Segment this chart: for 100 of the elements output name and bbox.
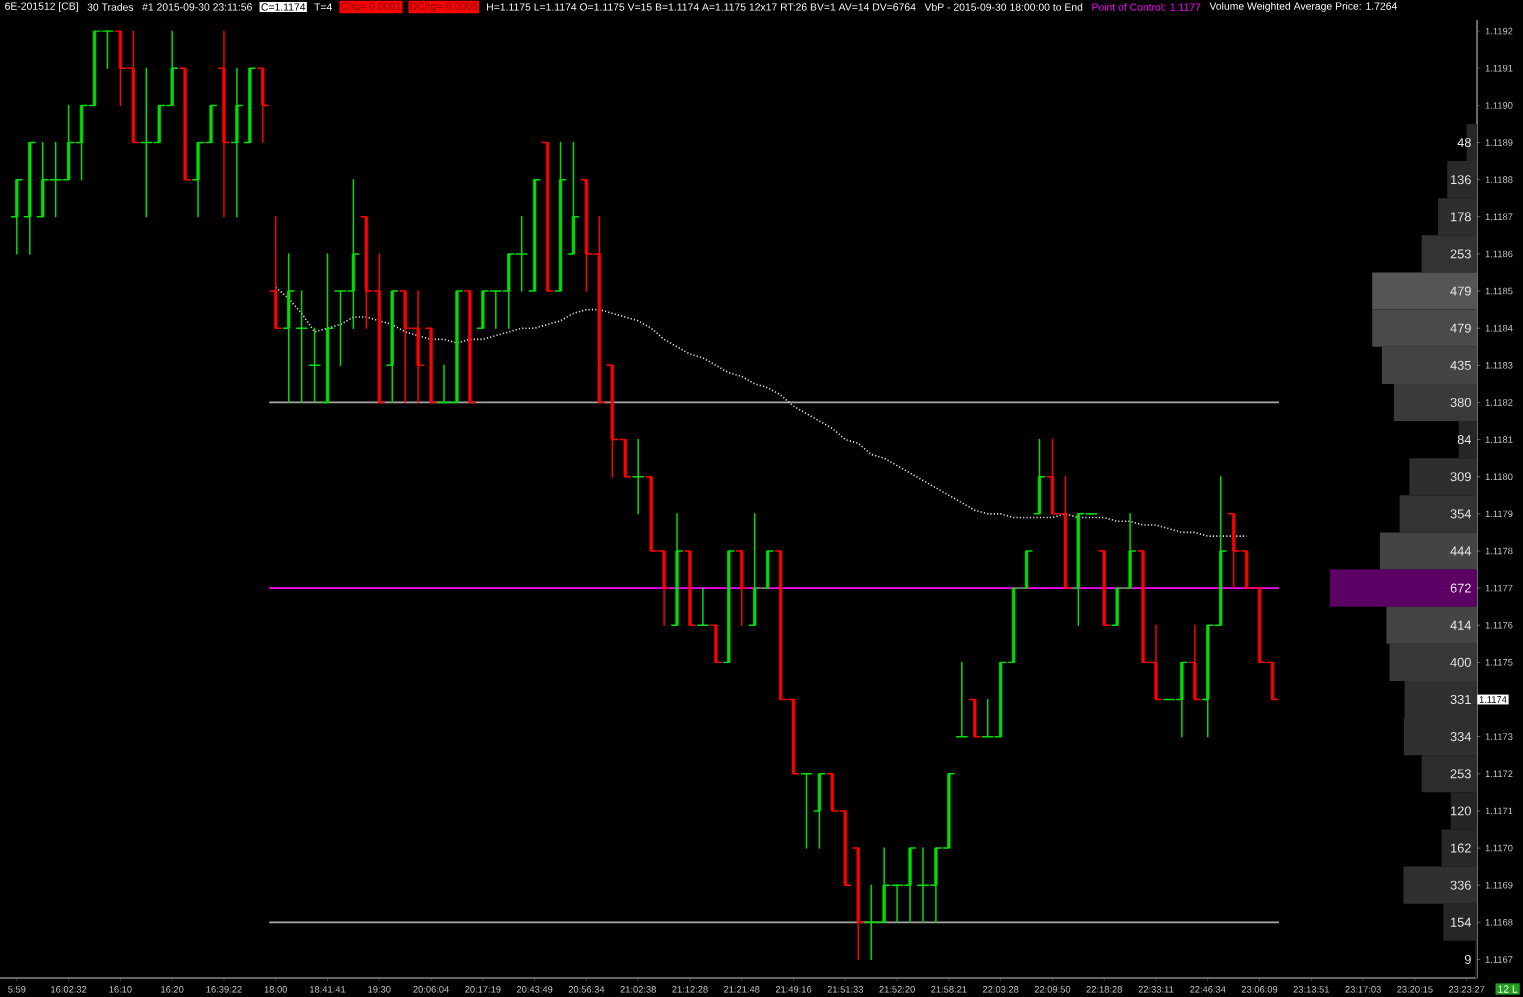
y-tick-label: 1.1188: [1485, 176, 1513, 183]
x-tick-label: 16:02:32: [51, 986, 87, 993]
candlestick: [308, 327, 322, 404]
candlestick: [528, 178, 542, 292]
x-tick-label: 22:03:28: [982, 986, 1019, 993]
y-tick-label: 1.1172: [1485, 770, 1513, 778]
candlestick: [812, 773, 826, 849]
x-tick-label: 22:33:11: [1138, 986, 1174, 993]
y-tick-label: 1.1176: [1485, 621, 1513, 629]
y-tick-label: 1.1185: [1485, 287, 1513, 295]
candlestick: [217, 30, 231, 218]
x-tick-label: 23:23:27: [1448, 986, 1485, 993]
data-label: 48: [1457, 138, 1471, 148]
y-tick-label: 1.1180: [1485, 473, 1513, 481]
data-label: 253: [1450, 249, 1471, 259]
bar: [1329, 569, 1478, 607]
x-tick-label: 21:52:20: [879, 986, 915, 993]
y-tick-label: 1.1192: [1485, 27, 1513, 35]
data-label: 84: [1457, 435, 1472, 445]
candlestick: [735, 550, 749, 626]
text: DChg=-0.0005: [410, 2, 478, 12]
x-tick-label: 20:17:19: [465, 986, 501, 993]
data-label: 154: [1451, 917, 1472, 927]
text: Point of Control: 1.1177: [1092, 3, 1201, 11]
y-tick-label: 1.1183: [1485, 362, 1513, 369]
y-tick-label: 1.1186: [1485, 250, 1513, 258]
data-label: 331: [1450, 694, 1471, 705]
y-tick-label: 1.1170: [1485, 844, 1513, 852]
text: 30 Trades: [87, 3, 134, 11]
x-tick-label: 21:12:28: [672, 986, 708, 993]
data-label: 120: [1451, 806, 1471, 816]
x-tick-label: 16:10: [109, 986, 132, 993]
text: 1.1174: [1479, 696, 1507, 703]
chart-title: 6E-201512 [CB]: [5, 2, 78, 12]
y-tick-label: 1.1168: [1485, 919, 1513, 926]
y-tick-label: 1.1178: [1485, 547, 1513, 555]
text: C=1.1174: [261, 3, 306, 11]
data-label: 334: [1450, 732, 1472, 742]
data-label: 336: [1450, 880, 1471, 890]
candlestick: [74, 104, 89, 181]
x-tick-label: 21:02:38: [620, 986, 656, 993]
y-tick-label: 1.1175: [1485, 659, 1513, 666]
candlestick: [774, 550, 788, 701]
data-label: 162: [1451, 843, 1471, 853]
y-tick-label: 1.1177: [1485, 584, 1513, 592]
candlestick: [541, 141, 555, 292]
x-tick-label: 23:20:15: [1397, 986, 1433, 993]
y-tick-label: 1.1190: [1485, 102, 1513, 109]
data-label: 444: [1450, 546, 1472, 556]
x-tick-label: 5:59: [8, 986, 26, 993]
x-tick-label: 21:58:21: [931, 986, 967, 993]
x-tick-label: 20:56:34: [568, 986, 605, 993]
candlestick: [230, 67, 244, 218]
x-tick-label: 16:20: [161, 986, 184, 993]
x-tick-label: 20:06:04: [413, 986, 449, 993]
y-tick-label: 1.1184: [1485, 324, 1513, 332]
y-tick-label: 1.1181: [1485, 436, 1513, 443]
bar: [1379, 532, 1478, 570]
candlestick: [282, 253, 296, 404]
data-label: 479: [1450, 323, 1471, 333]
candlestick: [346, 178, 360, 329]
x-tick-label: 22:09:50: [1034, 986, 1071, 993]
y-tick-label: 1.1167: [1485, 956, 1513, 963]
data-label: 309: [1450, 472, 1471, 482]
x-tick-label: 16:39:22: [206, 986, 242, 993]
x-tick-label: 18:00: [264, 986, 288, 993]
candlestick: [592, 216, 606, 404]
y-tick-label: 1.1187: [1485, 213, 1513, 221]
x-tick-label: 23:17:03: [1345, 986, 1381, 993]
y-tick-label: 1.1191: [1485, 64, 1513, 72]
candlestick: [631, 438, 645, 515]
data-label: 479: [1450, 286, 1471, 296]
y-tick-label: 1.1179: [1485, 510, 1513, 518]
candlestick: [1007, 587, 1021, 664]
data-label: 9: [1464, 954, 1471, 964]
data-label: 136: [1451, 175, 1471, 185]
x-tick-label: 20:43:49: [516, 986, 553, 993]
x-tick-label: 19:30: [368, 986, 391, 993]
text: #1 2015-09-30 23:11:56: [142, 3, 252, 11]
candlestick: [1240, 550, 1254, 589]
data-label: 400: [1450, 657, 1471, 667]
text: H=1.1175 L=1.1174 O=1.1175 V=15 B=1.1174 A=1.1175 12x17 RT:26 BV=1 AV=14 DV=6764: [487, 3, 916, 11]
x-tick-label: 22:18:28: [1086, 986, 1122, 993]
candlestick: [126, 30, 140, 144]
x-tick-label: 18:41:41: [310, 986, 346, 993]
candlestick: [62, 104, 76, 181]
data-label: 672: [1450, 583, 1471, 593]
x-tick-label: 21:49:16: [775, 986, 812, 993]
candlestick: [113, 30, 127, 107]
y-tick-label: 1.1182: [1485, 399, 1513, 406]
candlestick: [1045, 438, 1059, 515]
y-tick-label: 1.1169: [1485, 881, 1513, 889]
candlestick: [579, 178, 593, 292]
text: T=4: [314, 3, 332, 11]
data-label: 253: [1450, 769, 1471, 779]
candlestick: [1058, 475, 1072, 589]
data-label: 380: [1450, 397, 1471, 407]
text: 12 L: [1498, 985, 1518, 993]
y-tick-label: 1.1173: [1485, 733, 1513, 740]
candlestick: [269, 216, 283, 329]
